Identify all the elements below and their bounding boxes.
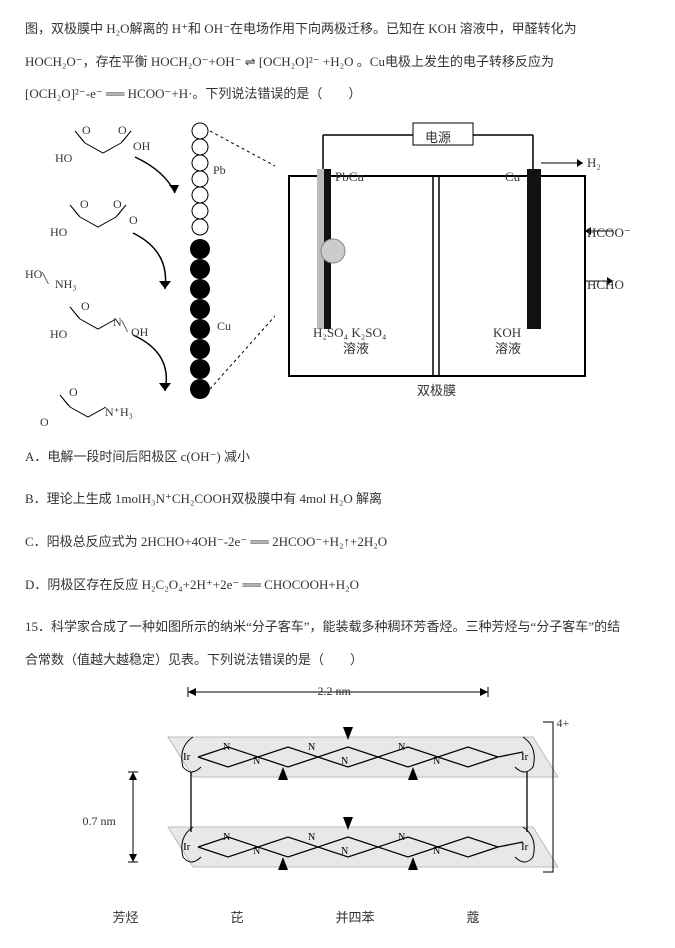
svg-text:Ir: Ir	[521, 841, 529, 853]
svg-text:Ir: Ir	[183, 841, 191, 853]
label-o1b: O	[118, 117, 127, 143]
dim-h: 0.7 nm	[83, 808, 116, 834]
q14-optD: D．阴极区存在反应 H₂C₂O₄+2H⁺+2e⁻ ══ CHOCOOH+H₂O	[25, 571, 650, 600]
label-h2: H₂	[587, 149, 601, 178]
svg-text:N: N	[433, 846, 440, 857]
label-nh3b: N⁺H₃	[105, 399, 133, 425]
label-noh: OH	[131, 319, 148, 345]
leg-tetracene: 并四苯	[336, 904, 375, 933]
svg-text:N: N	[223, 742, 230, 753]
molecular-bus-figure: N N N N N N N N N N N N Ir Ir Ir Ir 2.2 …	[25, 682, 650, 933]
svg-text:N: N	[433, 756, 440, 767]
bus-svg: N N N N N N N N N N N N Ir Ir Ir Ir	[83, 682, 593, 900]
label-cu2: Cu	[217, 313, 231, 339]
label-ho1: HO	[55, 145, 72, 171]
label-power: 电源	[425, 124, 451, 153]
q14-line3: [OCH₂O]²⁻-e⁻ ══ HCOO⁻+H·。下列说法错误的是（ ）	[25, 80, 650, 109]
label-membrane: 双极膜	[417, 377, 456, 406]
label-cu-electrode: Cu	[505, 163, 520, 192]
label-glyo: O	[129, 207, 138, 233]
label-nh3a: NH₃	[55, 271, 77, 297]
label-koh-sol: 溶液	[495, 335, 521, 364]
label-ho2: HO	[50, 219, 67, 245]
q14-optC: C．阳极总反应式为 2HCHO+4OH⁻-2e⁻ ══ 2HCOO⁻+H₂↑+2…	[25, 528, 650, 557]
label-o1a: O	[82, 117, 91, 143]
legend-row: 芳烃 芘 并四苯 蔻	[63, 904, 613, 933]
svg-text:N: N	[341, 756, 348, 767]
svg-text:N: N	[308, 832, 315, 843]
label-o3: O	[81, 293, 90, 319]
svg-text:N: N	[341, 846, 348, 857]
q14-line1: 图，双极膜中 H₂O解离的 H⁺和 OH⁻在电场作用下向两极迁移。已知在 KOH…	[25, 15, 650, 44]
label-pbcu: PbCu	[335, 163, 364, 192]
leg-arene: 芳烃	[113, 904, 139, 933]
svg-text:N: N	[253, 846, 260, 857]
leg-pyrene: 芘	[231, 904, 244, 933]
charge: 4+	[557, 710, 570, 736]
label-hcho: HCHO	[587, 271, 624, 300]
dim-w: 2.2 nm	[318, 678, 351, 704]
q15-stem1: 15．科学家合成了一种如图所示的纳米“分子客车”，能装载多种稠环芳香烃。三种芳烃…	[25, 613, 650, 642]
q14-line2: HOCH₂O⁻，存在平衡 HOCH₂O⁻+OH⁻ ⇌ [OCH₂O]²⁻ +H₂…	[25, 48, 650, 77]
svg-text:N: N	[223, 832, 230, 843]
svg-text:Ir: Ir	[521, 751, 529, 763]
q14-optB: B．理论上生成 1molH₃N⁺CH₂COOH双极膜中有 4mol H₂O 解离	[25, 485, 650, 514]
svg-text:N: N	[398, 742, 405, 753]
cell-svg	[283, 121, 623, 411]
label-oh1: OH	[133, 133, 150, 159]
svg-text:N: N	[398, 832, 405, 843]
label-hcoo: HCOO⁻	[587, 219, 631, 248]
cell-diagram: 电源 PbCu Cu H₂ HCOO⁻ HCHO KOH 溶液 H₂SO₄ K₂…	[283, 121, 623, 411]
label-pb: Pb	[213, 157, 226, 183]
label-ho3: HO	[50, 321, 67, 347]
label-o4b: O	[69, 379, 78, 405]
label-o2b: O	[113, 191, 122, 217]
label-ho-nh3a: HO╲	[25, 261, 48, 287]
svg-text:N: N	[253, 756, 260, 767]
svg-text:N: N	[308, 742, 315, 753]
label-n: N╲	[113, 309, 128, 335]
label-o2a: O	[80, 191, 89, 217]
label-h2so4-sol: 溶液	[343, 335, 369, 364]
figure-row: HO O O OH Pb HO O O O HO╲ NH₃ HO O N╲ OH…	[25, 121, 650, 433]
q15-stem2: 合常数（值越大越稳定）见表。下列说法错误的是（ ）	[25, 646, 650, 675]
label-o4: O	[40, 409, 49, 435]
q14-optA: A．电解一段时间后阳极区 c(OH⁻) 减小	[25, 443, 650, 472]
svg-text:Ir: Ir	[183, 751, 191, 763]
leg-coronene: 蔻	[467, 904, 480, 933]
chem-cascade: HO O O OH Pb HO O O O HO╲ NH₃ HO O N╲ OH…	[25, 121, 275, 433]
